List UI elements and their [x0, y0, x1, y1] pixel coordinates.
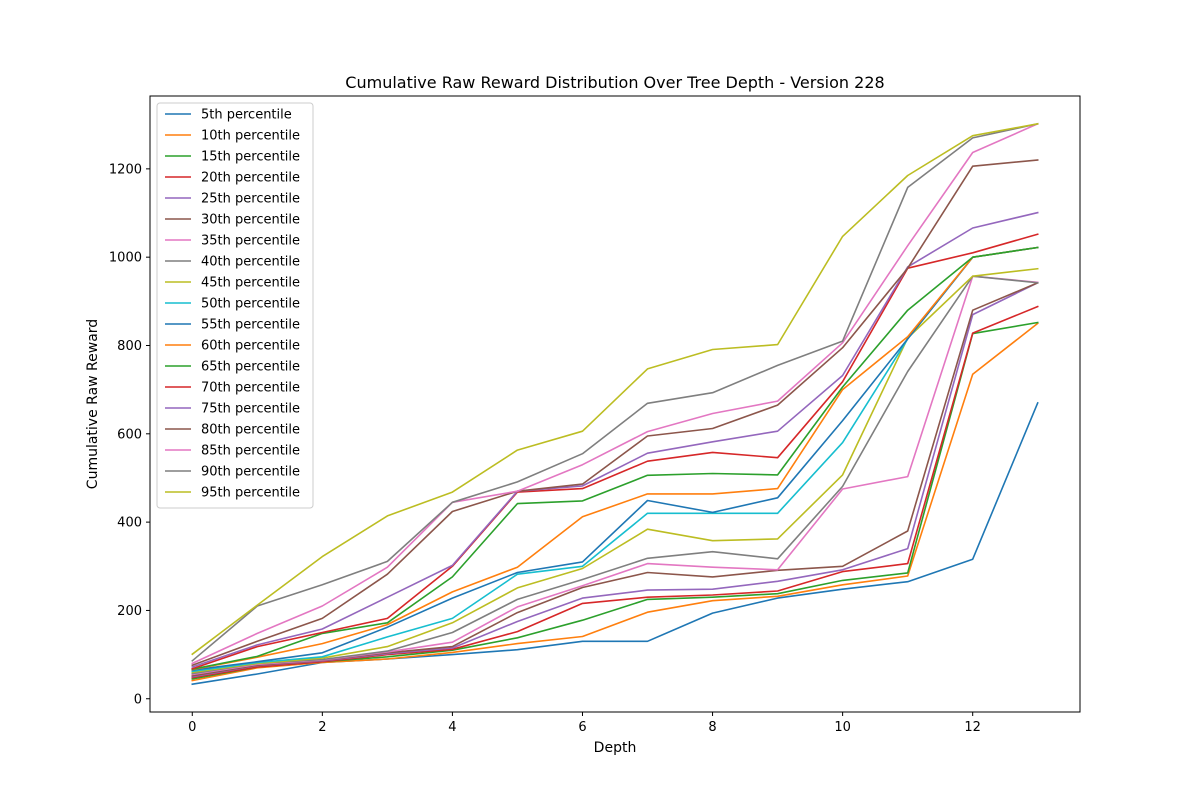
x-tick-label: 10 — [834, 720, 851, 735]
legend-entry: 90th percentile — [201, 465, 300, 480]
series-line-2 — [191, 322, 1039, 682]
series-line-17 — [191, 122, 1039, 665]
legend-entry: 15th percentile — [201, 150, 300, 165]
series-line-13 — [191, 246, 1039, 671]
y-tick-label: 600 — [117, 427, 142, 442]
legend-entry: 10th percentile — [201, 129, 300, 144]
series-line-11 — [191, 246, 1039, 671]
series-line-16 — [191, 159, 1039, 667]
legend-entry: 5th percentile — [201, 108, 292, 123]
x-tick-label: 8 — [708, 720, 716, 735]
series-line-19 — [191, 122, 1039, 656]
legend-entry: 20th percentile — [201, 171, 300, 186]
legend-entry: 85th percentile — [201, 444, 300, 459]
chart-title: Cumulative Raw Reward Distribution Over … — [345, 73, 884, 92]
series-line-3 — [191, 321, 1039, 680]
legend-entry: 60th percentile — [201, 339, 300, 354]
series-line-5 — [191, 281, 1039, 678]
series-line-12 — [191, 246, 1039, 671]
y-tick-label: 800 — [117, 339, 142, 354]
legend-entry: 65th percentile — [201, 360, 300, 375]
x-tick-label: 2 — [318, 720, 326, 735]
x-axis-label: Depth — [594, 740, 637, 756]
series-line-9 — [191, 267, 1039, 674]
series-layer — [191, 122, 1039, 686]
x-tick-label: 0 — [188, 720, 196, 735]
y-tick-label: 0 — [134, 692, 142, 707]
y-axis-label: Cumulative Raw Reward — [85, 319, 101, 489]
x-tick-label: 4 — [448, 720, 456, 735]
legend-entry: 45th percentile — [201, 276, 300, 291]
y-tick-label: 200 — [117, 604, 142, 619]
series-line-1 — [191, 401, 1039, 686]
legend: 5th percentile 10th percentile 15th percen… — [156, 102, 314, 509]
legend-entry: 70th percentile — [201, 381, 300, 396]
series-line-14 — [191, 233, 1039, 670]
legend-entry: 95th percentile — [201, 486, 300, 501]
series-line-15 — [191, 211, 1039, 669]
y-tick-label: 400 — [117, 516, 142, 531]
y-axis: 0 200 400 600 800 1000 1200 — [109, 162, 150, 707]
legend-entry: 50th percentile — [201, 297, 300, 312]
y-tick-label: 1000 — [109, 251, 142, 266]
series-line-4 — [191, 305, 1039, 679]
legend-entry: 80th percentile — [201, 423, 300, 438]
series-line-6 — [191, 281, 1039, 677]
legend-entry: 35th percentile — [201, 234, 300, 249]
series-line-18 — [191, 122, 1039, 662]
legend-entry: 40th percentile — [201, 255, 300, 270]
legend-entry: 30th percentile — [201, 213, 300, 228]
y-tick-label: 1200 — [109, 162, 142, 177]
x-tick-label: 12 — [964, 720, 981, 735]
legend-entry: 75th percentile — [201, 402, 300, 417]
legend-entry: 25th percentile — [201, 192, 300, 207]
x-tick-label: 6 — [578, 720, 586, 735]
series-line-10 — [191, 246, 1039, 673]
x-axis: 0 2 4 6 8 10 12 — [188, 712, 981, 735]
plot-area — [149, 95, 1081, 713]
legend-entry: 55th percentile — [201, 318, 300, 333]
legend-box — [156, 102, 314, 509]
series-line-8 — [191, 275, 1039, 675]
